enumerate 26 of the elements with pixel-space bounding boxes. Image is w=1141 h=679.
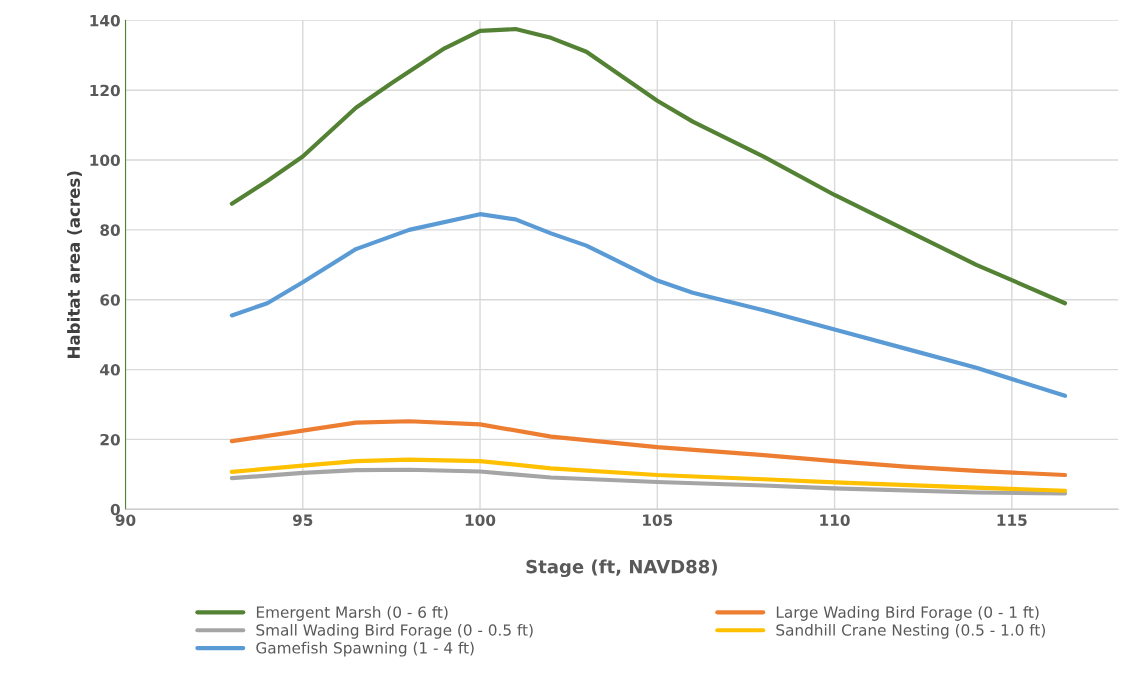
- y-tick-label: 140: [90, 14, 120, 27]
- y-tick-label: 80: [100, 224, 120, 236]
- legend-label: Emergent Marsh (0 - 6 ft): [256, 606, 448, 621]
- x-tick-label: 90: [115, 514, 136, 526]
- x-tick-label: 110: [820, 514, 850, 526]
- y-tick-label: 20: [100, 433, 120, 446]
- y-tick-label: 60: [100, 294, 120, 306]
- line-series: [229, 212, 1068, 398]
- x-tick-label: 100: [465, 514, 496, 526]
- line-series: [229, 27, 1068, 306]
- y-tick-label: 120: [90, 84, 120, 97]
- line-series: [229, 419, 1068, 478]
- legend-label: Small Wading Bird Forage (0 - 0.5 ft): [256, 623, 533, 639]
- x-tick-label: 115: [997, 514, 1027, 526]
- line-series: [229, 467, 1068, 496]
- y-tick-label: 0: [110, 503, 120, 516]
- line-series: [229, 457, 1068, 493]
- x-tick-label: 105: [643, 514, 673, 526]
- x-tick-label: 95: [292, 514, 313, 526]
- y-tick-label: 40: [100, 364, 120, 376]
- legend-label: Sandhill Crane Nesting (0.5 - 1.0 ft): [776, 623, 1045, 639]
- legend-label: Large Wading Bird Forage (0 - 1 ft): [776, 606, 1039, 621]
- x-axis-title: Stage (ft, NAVD88): [526, 559, 717, 578]
- y-axis-title: Habitat area (acres): [67, 171, 82, 358]
- y-tick-label: 100: [90, 154, 120, 167]
- legend-label: Gamefish Spawning (1 - 4 ft): [256, 641, 474, 657]
